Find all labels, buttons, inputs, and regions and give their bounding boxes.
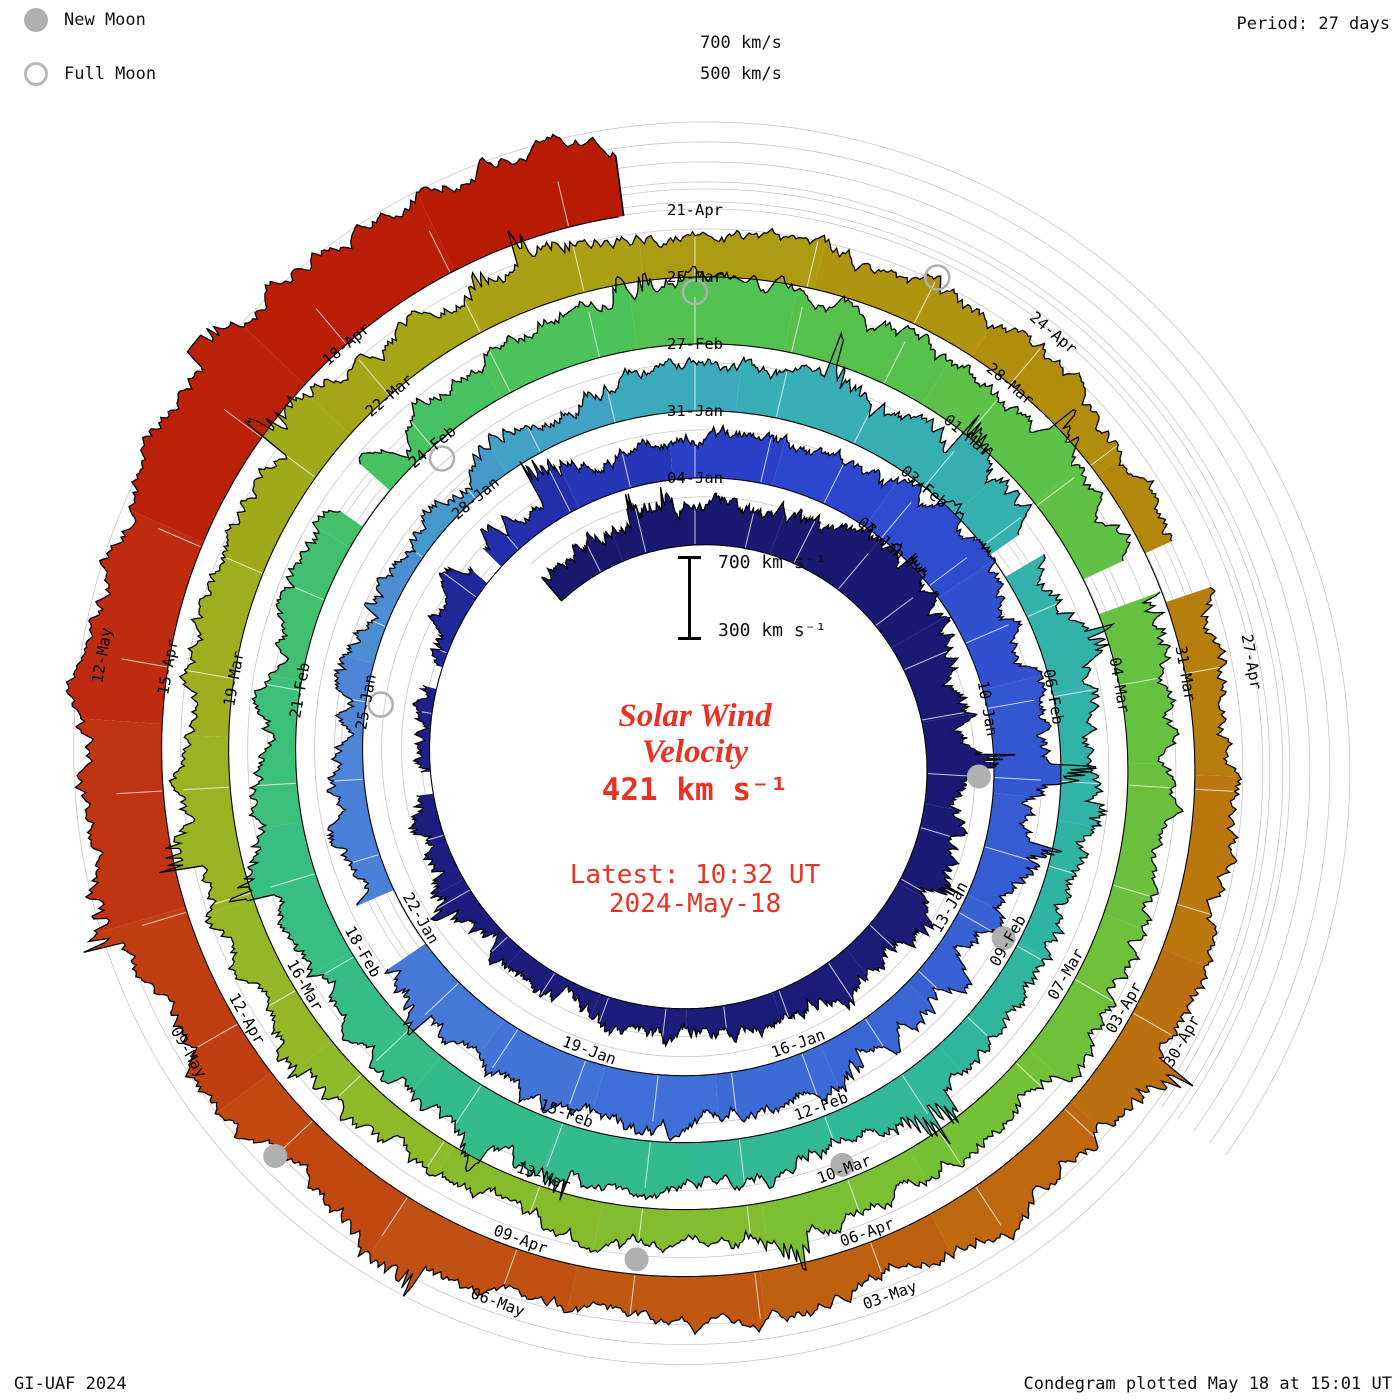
new-moon-marker: [966, 764, 991, 789]
full-moon-marker: [428, 445, 456, 472]
full-moon-marker: [681, 278, 709, 306]
chart-title-line1: Solar Wind: [618, 698, 772, 734]
date-tick-label: 04-Jan: [667, 469, 723, 487]
current-velocity-value: 421 km s⁻¹: [601, 772, 789, 808]
full-moon-icon: [24, 62, 48, 86]
legend-new-moon-row: New Moon: [24, 8, 156, 32]
latest-date-label: 2024-May-18: [608, 889, 782, 919]
date-tick-label: 31-Jan: [667, 402, 723, 420]
full-moon-label: Full Moon: [64, 64, 157, 84]
moon-legend: New Moon Full Moon: [24, 8, 156, 86]
date-tick-label: 25-Mar: [667, 268, 723, 286]
period-label: Period: 27 days: [1236, 14, 1390, 34]
scale-bar-bottom-cap: [678, 637, 701, 640]
velocity-scale-bar: [678, 556, 702, 644]
new-moon-icon: [24, 8, 48, 32]
full-moon-marker: [367, 691, 395, 718]
gridline-label-500: 500 km/s: [700, 64, 782, 84]
new-moon-marker: [624, 1247, 649, 1272]
legend-full-moon-row: Full Moon: [24, 62, 156, 86]
scale-bar-bottom-label: 300 km s⁻¹: [718, 620, 827, 641]
scale-bar-top-label: 700 km s⁻¹: [718, 552, 827, 573]
scale-bar-line: [688, 556, 691, 640]
latest-time-label: Latest: 10:32 UT: [569, 860, 821, 890]
credit-label: GI-UAF 2024: [14, 1374, 127, 1394]
new-moon-marker: [830, 1152, 855, 1177]
chart-title-line2: Velocity: [641, 734, 749, 770]
date-tick-label: 21-Apr: [667, 201, 723, 219]
gridline-label-700: 700 km/s: [700, 33, 782, 53]
full-moon-marker: [923, 264, 951, 291]
new-moon-marker: [263, 1144, 288, 1169]
date-tick-label: 27-Feb: [667, 335, 723, 353]
new-moon-marker: [991, 926, 1016, 951]
plotted-timestamp-label: Condegram plotted May 18 at 15:01 UT: [1023, 1374, 1392, 1394]
new-moon-label: New Moon: [64, 10, 146, 30]
chart-title: Solar Wind Velocity: [618, 698, 771, 770]
